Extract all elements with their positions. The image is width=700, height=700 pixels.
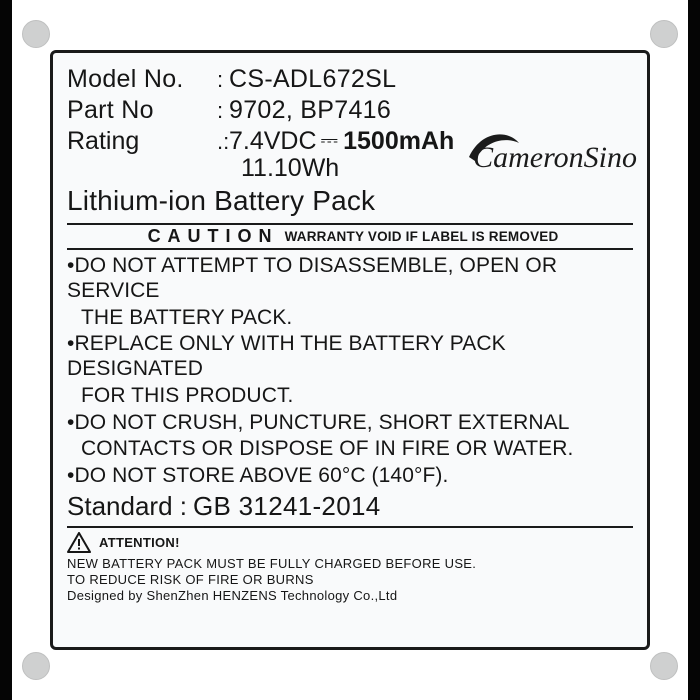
- row-part-no: Part No : 9702, BP7416: [67, 96, 633, 125]
- row-model-no: Model No. : CS-ADL672SL: [67, 65, 633, 94]
- footer-line-1: NEW BATTERY PACK MUST BE FULLY CHARGED B…: [67, 556, 633, 571]
- sep: :: [217, 98, 229, 124]
- warning-line: FOR THIS PRODUCT.: [67, 384, 633, 409]
- rating-capacity: 1500mAh: [343, 127, 454, 156]
- caution-bar: CAUTION WARRANTY VOID IF LABEL IS REMOVE…: [67, 223, 633, 250]
- pack-title: Lithium-ion Battery Pack: [67, 185, 633, 217]
- frame-edge-left: [0, 0, 12, 700]
- footer-line-3: Designed by ShenZhen HENZENS Technology …: [67, 588, 633, 603]
- dc-symbol-icon: ⎓: [321, 127, 338, 153]
- caution-title: CAUTION: [142, 226, 279, 247]
- frame-edge-right: [688, 0, 700, 700]
- attention-text: ATTENTION!: [99, 535, 180, 550]
- rivet-bottom-left: [22, 652, 50, 680]
- rivet-bottom-right: [650, 652, 678, 680]
- footer: NEW BATTERY PACK MUST BE FULLY CHARGED B…: [67, 556, 633, 603]
- attention-row: ATTENTION!: [67, 532, 633, 553]
- warning-triangle-icon: [67, 532, 91, 553]
- sep: .:: [217, 129, 229, 155]
- sep: :: [217, 67, 229, 93]
- warning-line: •DO NOT STORE ABOVE 60°C (140°F).: [67, 464, 633, 489]
- rivet-top-right: [650, 20, 678, 48]
- rating-key: Rating: [67, 127, 217, 156]
- standard-row: Standard : GB 31241-2014: [67, 491, 633, 528]
- warning-line: •REPLACE ONLY WITH THE BATTERY PACK DESI…: [67, 332, 633, 382]
- brand-swoosh-icon: [467, 127, 521, 169]
- model-no-key: Model No.: [67, 65, 217, 94]
- caution-void: WARRANTY VOID IF LABEL IS REMOVED: [285, 229, 559, 244]
- part-no-value: 9702, BP7416: [229, 96, 391, 125]
- standard-value: GB 31241-2014: [193, 491, 381, 522]
- rivet-top-left: [22, 20, 50, 48]
- brand-logo: CameronSino: [473, 141, 637, 175]
- warning-line: •DO NOT CRUSH, PUNCTURE, SHORT EXTERNAL: [67, 411, 633, 436]
- footer-line-2: TO REDUCE RISK OF FIRE OR BURNS: [67, 572, 633, 587]
- part-no-key: Part No: [67, 96, 217, 125]
- rating-voltage: 7.4VDC: [229, 127, 317, 156]
- model-no-value: CS-ADL672SL: [229, 65, 396, 94]
- warning-line: •DO NOT ATTEMPT TO DISASSEMBLE, OPEN OR …: [67, 254, 633, 304]
- warning-list: •DO NOT ATTEMPT TO DISASSEMBLE, OPEN OR …: [67, 254, 633, 489]
- warning-line: THE BATTERY PACK.: [67, 306, 633, 331]
- battery-label: Model No. : CS-ADL672SL Part No : 9702, …: [50, 50, 650, 650]
- warning-line: CONTACTS OR DISPOSE OF IN FIRE OR WATER.: [67, 437, 633, 462]
- standard-key: Standard :: [67, 491, 187, 522]
